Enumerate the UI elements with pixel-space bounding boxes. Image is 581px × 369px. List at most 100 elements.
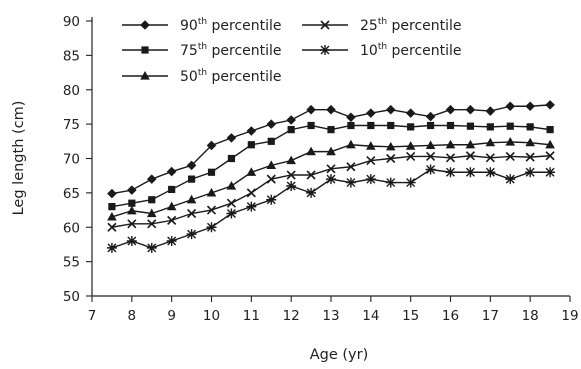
data-point	[226, 198, 236, 208]
x-tick-label: 8	[128, 308, 137, 324]
data-point	[346, 162, 356, 172]
data-point	[545, 167, 556, 178]
data-point	[425, 111, 436, 122]
x-tick-label: 7	[88, 308, 97, 324]
data-point	[187, 175, 196, 183]
data-point	[266, 160, 277, 169]
data-point	[266, 119, 277, 129]
data-point	[486, 123, 494, 131]
data-point	[266, 174, 276, 184]
data-point	[107, 222, 117, 232]
data-point	[306, 170, 316, 180]
data-point	[367, 121, 375, 130]
x-tick-label: 11	[243, 308, 260, 324]
y-tick-label: 60	[63, 220, 80, 236]
data-point	[207, 168, 216, 176]
data-point	[147, 219, 157, 229]
x-axis-title: Age (yr)	[310, 347, 369, 363]
data-point	[127, 219, 137, 229]
data-point	[306, 104, 316, 115]
data-point	[246, 126, 257, 136]
data-point	[465, 151, 475, 161]
legend-marker	[320, 45, 330, 55]
legend-item-90th: 90th percentile	[122, 17, 282, 34]
data-point	[347, 121, 355, 130]
data-point	[525, 101, 535, 112]
data-point	[485, 106, 496, 116]
data-point	[108, 203, 116, 211]
data-point	[267, 137, 275, 145]
data-point	[146, 242, 157, 253]
data-point	[286, 115, 296, 125]
data-point	[327, 126, 335, 134]
data-point	[326, 146, 336, 156]
data-point	[287, 126, 295, 134]
y-tick-label: 90	[63, 14, 80, 30]
data-point	[246, 167, 257, 176]
data-point	[405, 177, 416, 188]
data-point	[345, 177, 356, 188]
y-tick-label: 55	[63, 255, 80, 271]
data-point	[307, 121, 315, 130]
y-tick-label: 70	[63, 152, 80, 168]
y-tick-label: 85	[63, 48, 80, 64]
data-point	[266, 194, 277, 205]
data-point	[366, 155, 376, 166]
data-point	[166, 201, 177, 211]
legend-marker	[141, 46, 149, 54]
data-point	[346, 139, 356, 149]
x-tick-label: 15	[402, 308, 419, 324]
data-point	[426, 151, 436, 162]
data-point	[127, 205, 137, 215]
data-point	[525, 152, 535, 162]
x-tick-label: 16	[442, 308, 459, 324]
legend: 90th percentile 75th percentile 50th perce…	[122, 17, 462, 85]
data-point	[545, 139, 555, 149]
data-point	[226, 181, 237, 190]
legend-item-10th: 10th percentile	[302, 42, 462, 59]
data-point	[206, 205, 217, 215]
data-point	[286, 170, 296, 180]
data-point	[445, 153, 456, 163]
data-point	[465, 167, 476, 178]
data-point	[387, 121, 395, 130]
legend-label: 10th percentile	[360, 42, 462, 59]
data-point	[146, 208, 157, 218]
series-75th-percentile	[108, 121, 554, 211]
data-point	[346, 112, 356, 123]
data-point	[385, 104, 396, 115]
data-point	[126, 236, 137, 246]
y-tick-label: 65	[63, 186, 80, 202]
legend-item-25th: 25th percentile	[302, 17, 462, 34]
data-point	[425, 164, 436, 175]
data-point	[505, 174, 516, 185]
data-point	[485, 137, 496, 147]
x-tick-label: 17	[482, 308, 499, 324]
series-layer	[106, 100, 556, 253]
data-point	[426, 121, 435, 130]
data-point	[525, 167, 536, 178]
data-point	[505, 137, 516, 146]
y-tick-label: 75	[63, 117, 80, 133]
data-point	[168, 185, 176, 194]
x-tick-label: 18	[522, 308, 539, 324]
data-point	[326, 104, 336, 115]
series-90th-percentile	[107, 100, 555, 199]
data-point	[406, 151, 416, 162]
data-point	[166, 166, 177, 177]
legend-label: 25th percentile	[360, 17, 462, 34]
y-tick-label: 80	[63, 83, 80, 99]
data-point	[246, 188, 256, 198]
data-point	[446, 121, 455, 130]
series-line	[111, 155, 551, 228]
x-tick-label: 14	[362, 308, 379, 324]
data-point	[506, 122, 514, 130]
data-point	[306, 187, 317, 198]
y-tick-label: 50	[63, 289, 80, 305]
data-point	[326, 174, 336, 185]
legend-item-50th: 50th percentile	[122, 68, 282, 85]
data-point	[407, 123, 415, 131]
legend-marker	[320, 20, 330, 30]
data-point	[485, 153, 495, 163]
data-point	[127, 185, 137, 195]
